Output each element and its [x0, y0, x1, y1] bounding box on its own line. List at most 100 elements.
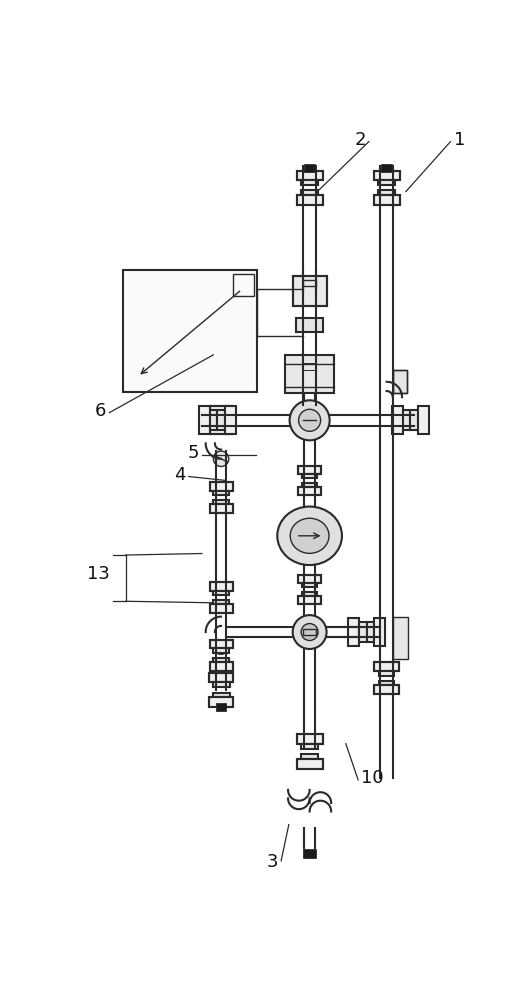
Bar — [298, 466, 321, 474]
Bar — [209, 697, 234, 707]
Bar — [373, 195, 400, 205]
Bar — [214, 423, 228, 426]
Bar — [214, 658, 229, 662]
Bar — [297, 759, 323, 769]
Bar — [214, 591, 229, 595]
Bar — [392, 406, 403, 434]
Text: 4: 4 — [174, 466, 186, 484]
Bar — [209, 482, 232, 491]
Bar — [302, 474, 317, 478]
Circle shape — [292, 615, 327, 649]
Bar — [301, 754, 318, 759]
Bar — [225, 406, 236, 434]
Bar — [301, 190, 318, 195]
Bar — [209, 582, 232, 591]
Bar — [292, 276, 327, 306]
Bar — [232, 274, 254, 296]
Bar — [209, 482, 232, 491]
Text: 2: 2 — [355, 131, 366, 149]
Bar — [304, 280, 316, 286]
Bar — [292, 276, 327, 306]
Bar — [304, 164, 315, 172]
Bar — [216, 703, 227, 711]
Bar — [418, 406, 429, 434]
Bar — [301, 180, 318, 185]
Circle shape — [301, 624, 318, 641]
Bar — [209, 410, 217, 430]
Bar — [379, 671, 394, 676]
Text: 5: 5 — [187, 444, 199, 462]
Bar — [209, 504, 232, 513]
Bar — [359, 622, 367, 642]
Bar — [209, 662, 232, 671]
Bar — [375, 685, 399, 694]
Bar — [298, 596, 321, 604]
Bar — [393, 370, 407, 393]
Bar — [410, 410, 418, 430]
Bar — [298, 596, 321, 604]
Text: 6: 6 — [95, 402, 106, 420]
Ellipse shape — [277, 507, 342, 565]
Bar — [296, 318, 323, 332]
Text: 10: 10 — [361, 769, 384, 787]
Bar — [298, 487, 321, 495]
Bar — [373, 171, 400, 180]
Bar — [375, 618, 385, 646]
Bar — [209, 604, 232, 613]
Bar — [304, 849, 316, 858]
Bar — [214, 491, 229, 495]
Bar — [375, 662, 399, 671]
Bar — [297, 759, 323, 769]
Bar — [298, 487, 321, 495]
Bar — [378, 180, 395, 185]
Bar — [214, 500, 229, 504]
Bar — [210, 406, 232, 414]
Bar — [214, 600, 229, 604]
Circle shape — [299, 409, 321, 431]
Bar — [373, 171, 400, 180]
Bar — [302, 592, 317, 596]
Circle shape — [214, 451, 229, 467]
Bar — [304, 629, 316, 635]
Text: 13: 13 — [87, 565, 110, 583]
Text: 1: 1 — [453, 131, 465, 149]
Bar — [210, 426, 232, 434]
Bar — [209, 673, 234, 682]
Bar — [297, 171, 323, 180]
Bar — [217, 410, 225, 430]
Bar — [213, 682, 229, 687]
Bar — [298, 575, 321, 583]
Text: 3: 3 — [267, 853, 278, 871]
Bar — [214, 648, 229, 653]
Bar — [297, 171, 323, 180]
Bar — [373, 195, 400, 205]
Bar — [214, 414, 228, 418]
Bar — [297, 734, 323, 744]
Bar — [209, 604, 232, 613]
Bar — [297, 195, 323, 205]
Bar — [209, 640, 232, 648]
Circle shape — [290, 400, 330, 440]
Bar — [209, 673, 234, 682]
Bar — [403, 410, 410, 430]
Bar — [209, 582, 232, 591]
Bar — [302, 583, 317, 587]
Bar — [348, 618, 359, 646]
Bar — [375, 685, 399, 694]
Bar — [298, 575, 321, 583]
Bar — [123, 270, 257, 392]
Bar — [301, 744, 318, 749]
Bar — [209, 662, 232, 671]
Bar — [209, 640, 232, 648]
Bar — [285, 355, 334, 393]
Bar — [393, 370, 407, 393]
Bar — [298, 466, 321, 474]
Ellipse shape — [290, 518, 329, 553]
Bar — [297, 195, 323, 205]
Bar — [210, 426, 232, 434]
Bar — [210, 406, 232, 414]
Bar — [213, 693, 229, 697]
Bar — [297, 734, 323, 744]
Bar — [209, 697, 234, 707]
Bar — [378, 190, 395, 195]
